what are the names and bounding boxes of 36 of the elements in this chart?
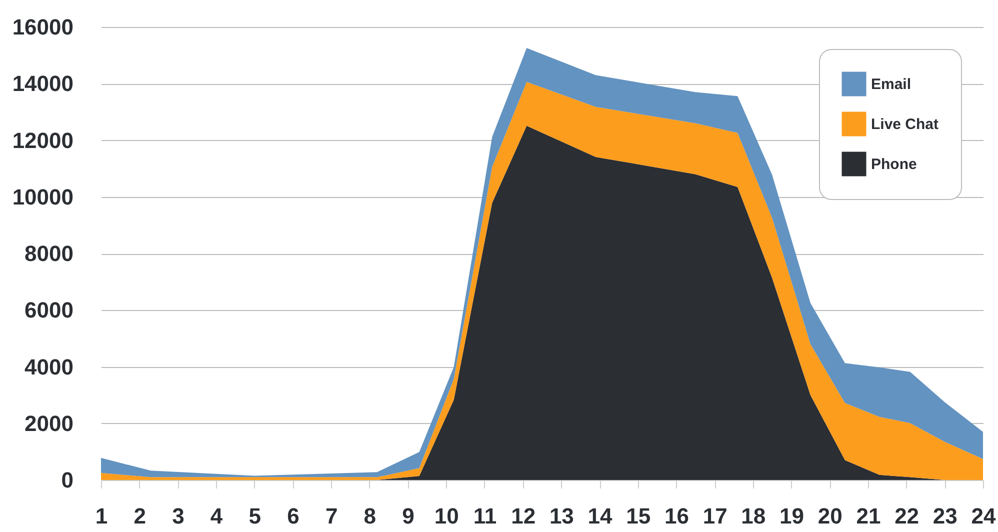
x-tick-label: 2: [134, 504, 146, 528]
legend-label: Phone: [871, 156, 917, 173]
legend-label: Email: [871, 76, 912, 93]
y-tick-label: 8000: [24, 241, 74, 266]
x-tick-label: 3: [172, 504, 184, 528]
y-tick-label: 6000: [24, 298, 74, 323]
x-tick-label: 24: [971, 504, 996, 528]
x-tick-label: 11: [473, 504, 497, 528]
y-tick-label: 14000: [12, 71, 74, 96]
x-tick-label: 13: [549, 504, 574, 528]
x-tick-label: 6: [287, 504, 300, 528]
x-tick-label: 1: [95, 504, 108, 528]
x-tick-label: 20: [818, 504, 842, 528]
x-tick-label: 14: [588, 504, 614, 528]
x-tick-label: 17: [702, 504, 728, 528]
x-tick-label: 5: [248, 504, 262, 528]
y-tick-label: 4000: [24, 354, 74, 380]
x-tick-label: 10: [434, 504, 459, 528]
y-tick-label: 10000: [12, 184, 74, 210]
legend-label: Live Chat: [871, 116, 939, 133]
y-tick-label: 16000: [12, 14, 74, 40]
x-tick-label: 9: [402, 504, 414, 528]
x-tick-label: 8: [364, 504, 376, 528]
x-tick-label: 23: [932, 504, 958, 528]
y-tick-label: 2000: [24, 410, 74, 436]
y-tick-label: 0: [61, 468, 74, 492]
x-tick-label: 4: [210, 504, 224, 528]
x-tick-label: 16: [664, 504, 689, 528]
x-tick-label: 22: [894, 504, 920, 528]
x-tick-label: 18: [741, 504, 766, 528]
x-tick-label: 12: [511, 504, 536, 528]
x-tick-label: 15: [626, 504, 651, 528]
y-tick-label: 12000: [12, 128, 74, 153]
x-tick-label: 21: [856, 504, 881, 528]
x-tick-label: 19: [780, 504, 804, 528]
x-tick-label: 7: [325, 504, 338, 528]
